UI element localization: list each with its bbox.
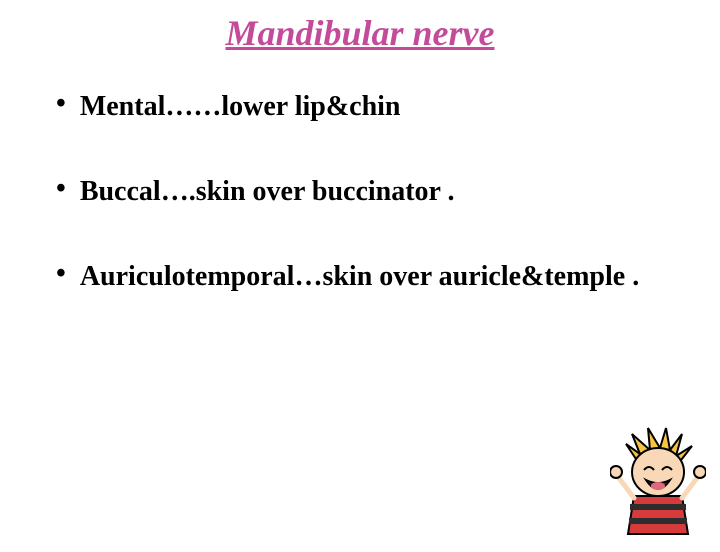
bullet-dot: • (56, 175, 66, 203)
list-item: • Buccal….skin over buccinator . (56, 175, 680, 208)
list-item: • Mental……lower lip&chin (56, 90, 680, 123)
bullet-text: Mental……lower lip&chin (80, 90, 401, 123)
bullet-list: • Mental……lower lip&chin • Buccal….skin … (0, 90, 720, 293)
bullet-text: Buccal….skin over buccinator . (80, 175, 455, 208)
cartoon-svg (610, 426, 706, 536)
slide-title: Mandibular nerve (0, 12, 720, 54)
list-item: • Auriculotemporal…skin over auricle&tem… (56, 260, 680, 293)
bullet-dot: • (56, 90, 66, 118)
decorative-cartoon (610, 426, 706, 536)
bullet-text: Auriculotemporal…skin over auricle&templ… (80, 260, 639, 293)
bullet-dot: • (56, 260, 66, 288)
